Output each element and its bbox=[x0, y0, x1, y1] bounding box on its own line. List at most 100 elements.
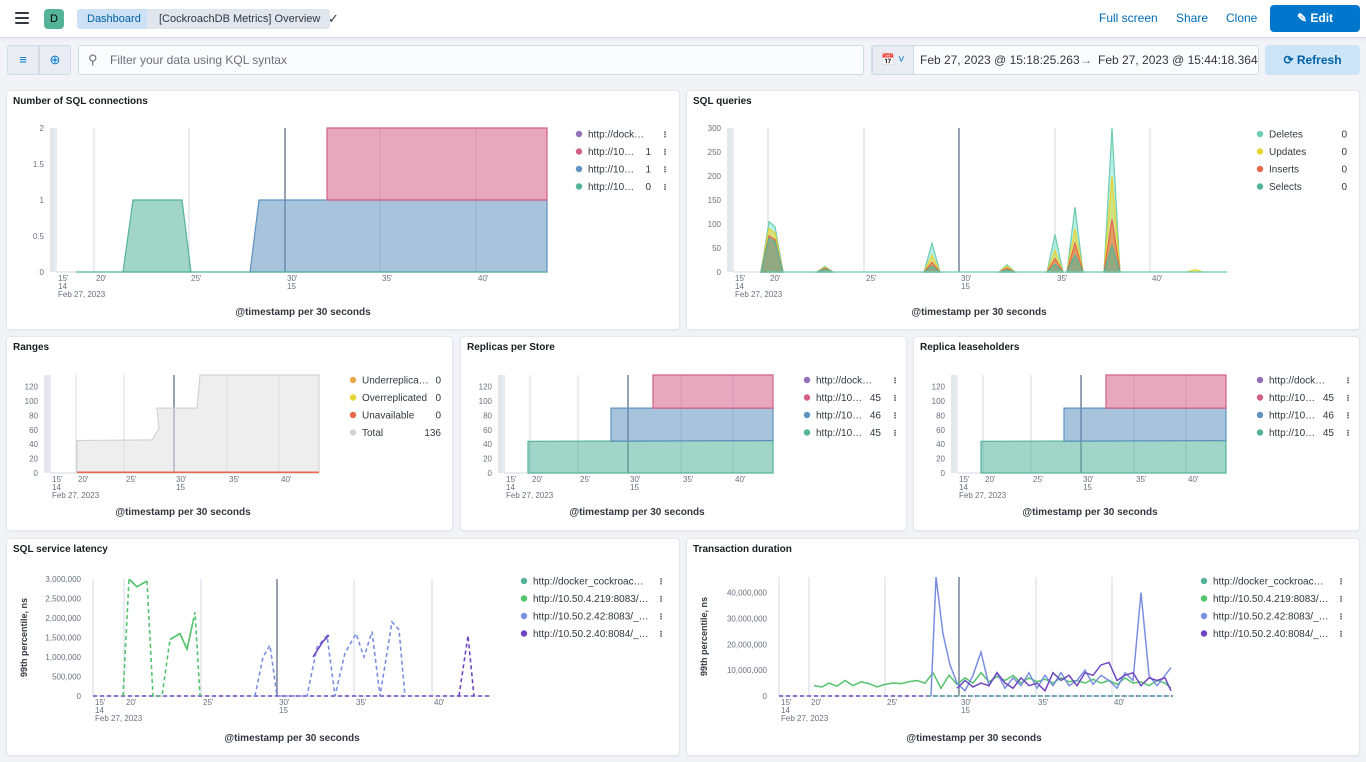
y-tick-label: 60 bbox=[936, 426, 945, 435]
filter-bar: ≡ ⊕ ⚲ Filter your data using KQL syntax … bbox=[0, 38, 1366, 84]
y-tick-label: 10,000,000 bbox=[727, 666, 768, 675]
y-tick-label: 250 bbox=[708, 148, 722, 157]
x-tick-label: 14 bbox=[781, 706, 790, 715]
space-avatar[interactable]: D bbox=[44, 9, 64, 29]
legend-swatch bbox=[803, 394, 811, 401]
series-area bbox=[122, 199, 192, 273]
y-tick-label: 50 bbox=[712, 244, 721, 253]
series-area bbox=[610, 407, 774, 442]
axis-band bbox=[727, 128, 732, 272]
series-line bbox=[312, 634, 330, 658]
y-tick-label: 20 bbox=[936, 455, 945, 464]
filter-options-icon[interactable]: ≡ bbox=[7, 45, 39, 75]
full-screen-link[interactable]: Full screen bbox=[1099, 11, 1158, 25]
calendar-icon[interactable]: 📅 ˅ bbox=[872, 45, 914, 75]
y-tick-label: 0 bbox=[34, 469, 39, 478]
x-tick-label: 20' bbox=[985, 475, 996, 484]
x-tick-label: 14 bbox=[95, 706, 104, 715]
x-axis-title: @timestamp per 30 seconds bbox=[1022, 507, 1158, 518]
date-picker[interactable]: 📅 ˅ Feb 27, 2023 @ 15:18:25.263 → Feb 27… bbox=[871, 45, 1259, 75]
y-tick-label: 120 bbox=[479, 383, 493, 392]
chevron-down-icon[interactable]: ✓ bbox=[328, 11, 339, 26]
y-tick-label: 1,000,000 bbox=[45, 653, 81, 662]
x-tick-label: Feb 27, 2023 bbox=[735, 290, 783, 299]
search-icon: ⚲ bbox=[88, 52, 98, 67]
legend-value: 45 bbox=[870, 393, 882, 404]
legend-swatch bbox=[1256, 411, 1264, 419]
y-tick-label: 120 bbox=[25, 383, 39, 392]
axis-band bbox=[951, 375, 956, 473]
x-tick-label: 35' bbox=[683, 475, 694, 484]
legend-swatch bbox=[803, 411, 811, 419]
legend-swatch bbox=[803, 376, 811, 384]
x-tick-label: 14 bbox=[58, 282, 67, 291]
edit-button[interactable]: ✎ Edit bbox=[1270, 5, 1360, 32]
x-tick-label: 25' bbox=[866, 274, 877, 283]
arrow-right-icon: → bbox=[1080, 53, 1092, 67]
legend-menu-icon: ⁝ bbox=[664, 165, 667, 175]
x-tick-label: 14 bbox=[735, 282, 744, 291]
y-tick-label: 100 bbox=[708, 220, 722, 229]
legend-label: http://10… bbox=[1269, 393, 1315, 404]
legend-swatch bbox=[1256, 165, 1264, 173]
x-tick-label: 40' bbox=[1114, 698, 1125, 707]
legend-swatch bbox=[349, 376, 357, 384]
series-area bbox=[249, 199, 548, 273]
y-tick-label: 0 bbox=[77, 692, 82, 701]
series-area bbox=[326, 127, 548, 201]
legend-label: http://10… bbox=[588, 182, 634, 193]
x-tick-label: 40' bbox=[434, 698, 445, 707]
refresh-button[interactable]: ⟳ Refresh bbox=[1265, 45, 1360, 75]
clone-link[interactable]: Clone bbox=[1226, 11, 1258, 25]
y-tick-label: 20 bbox=[29, 455, 38, 464]
legend-menu-icon: ⁝ bbox=[1340, 594, 1343, 604]
legend-swatch bbox=[520, 612, 528, 620]
legend-value: 0 bbox=[1341, 165, 1347, 176]
add-filter-icon[interactable]: ⊕ bbox=[39, 45, 71, 75]
date-start[interactable]: Feb 27, 2023 @ 15:18:25.263 bbox=[920, 53, 1080, 67]
legend-swatch bbox=[520, 577, 528, 585]
pencil-icon: ✎ bbox=[1296, 11, 1311, 25]
x-tick-label: 14 bbox=[506, 483, 515, 492]
legend-label: http://10.50.2.42:8083/_… bbox=[1213, 612, 1329, 623]
series-area bbox=[980, 439, 1227, 474]
legend-swatch bbox=[803, 429, 811, 436]
legend-value: 0 bbox=[435, 376, 441, 387]
x-tick-label: 15' bbox=[95, 698, 106, 707]
x-tick-label: 35' bbox=[229, 475, 240, 484]
legend-swatch bbox=[349, 394, 357, 401]
x-tick-label: 15 bbox=[176, 483, 185, 492]
legend-menu-icon: ⁝ bbox=[660, 612, 663, 622]
legend-label: http://10.50.2.42:8083/_… bbox=[533, 612, 649, 623]
legend-swatch bbox=[349, 429, 357, 436]
legend-swatch bbox=[575, 165, 583, 173]
legend-menu-icon: ⁝ bbox=[894, 411, 897, 421]
y-tick-label: 80 bbox=[483, 411, 492, 420]
legend-menu-icon: ⁝ bbox=[1347, 393, 1350, 403]
panel-ranges: Ranges 15' 14 Feb 27, 2023 20' 25' 30' 15 35' 40… bbox=[6, 336, 453, 531]
date-end[interactable]: Feb 27, 2023 @ 15:44:18.364 bbox=[1098, 53, 1258, 67]
x-tick-label: 14 bbox=[959, 483, 968, 492]
x-tick-label: 15' bbox=[506, 475, 517, 484]
legend-swatch bbox=[1256, 394, 1264, 401]
menu-icon[interactable] bbox=[15, 12, 29, 24]
panel-title: SQL service latency bbox=[13, 544, 108, 555]
x-tick-label: 30' bbox=[630, 475, 641, 484]
panel-title: Replicas per Store bbox=[467, 342, 555, 353]
legend-label: http://10… bbox=[816, 428, 862, 439]
legend-menu-icon: ⁝ bbox=[894, 428, 897, 438]
y-tick-label: 20,000,000 bbox=[727, 640, 768, 649]
legend-swatch bbox=[575, 183, 583, 190]
x-tick-label: 15' bbox=[735, 274, 746, 283]
x-tick-label: 35' bbox=[1057, 274, 1068, 283]
y-tick-label: 80 bbox=[936, 411, 945, 420]
legend-value: 136 bbox=[424, 428, 441, 439]
y-tick-label: 3,000,000 bbox=[45, 575, 81, 584]
legend-value: 45 bbox=[870, 428, 882, 439]
share-link[interactable]: Share bbox=[1176, 11, 1209, 25]
y-tick-label: 100 bbox=[25, 397, 39, 406]
x-tick-label: 15' bbox=[58, 274, 69, 283]
breadcrumb-dashboard[interactable]: Dashboard bbox=[77, 9, 155, 29]
kql-search-input[interactable]: ⚲ Filter your data using KQL syntax bbox=[78, 45, 864, 75]
